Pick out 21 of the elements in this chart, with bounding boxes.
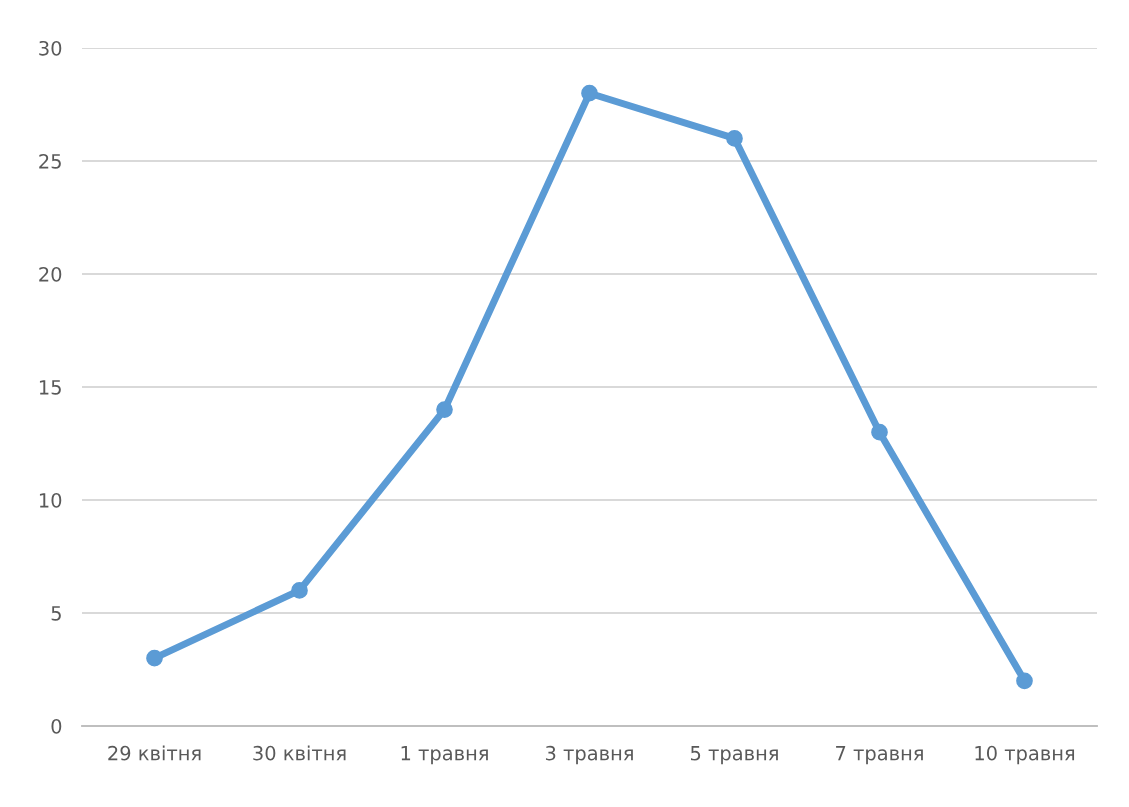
point <box>726 130 743 147</box>
x-tick-label: 30 квітня <box>253 745 346 761</box>
point <box>1016 672 1033 690</box>
y-tick-label: 25 <box>39 153 61 169</box>
x-tick-label: 7 травня <box>836 746 923 765</box>
x-tick-label: 3 травня <box>545 745 633 765</box>
x-tick-label: 10 травня <box>975 745 1075 765</box>
point <box>871 423 888 441</box>
y-tick-label: 0 <box>51 718 62 734</box>
y-tick-label: 10 <box>39 492 62 508</box>
point <box>436 401 453 418</box>
y-tick-label: 15 <box>39 380 61 395</box>
point <box>146 649 163 667</box>
y-tick-label: 5 <box>51 606 61 621</box>
x-tick-label: 5 травня <box>691 746 778 765</box>
x-tick-label: 1 травня <box>401 746 488 765</box>
point <box>291 582 308 599</box>
y-tick-label: 20 <box>39 266 62 282</box>
x-tick-label: 29 квітня <box>108 745 201 761</box>
y-tick-label: 30 <box>39 40 62 56</box>
point <box>581 84 598 102</box>
